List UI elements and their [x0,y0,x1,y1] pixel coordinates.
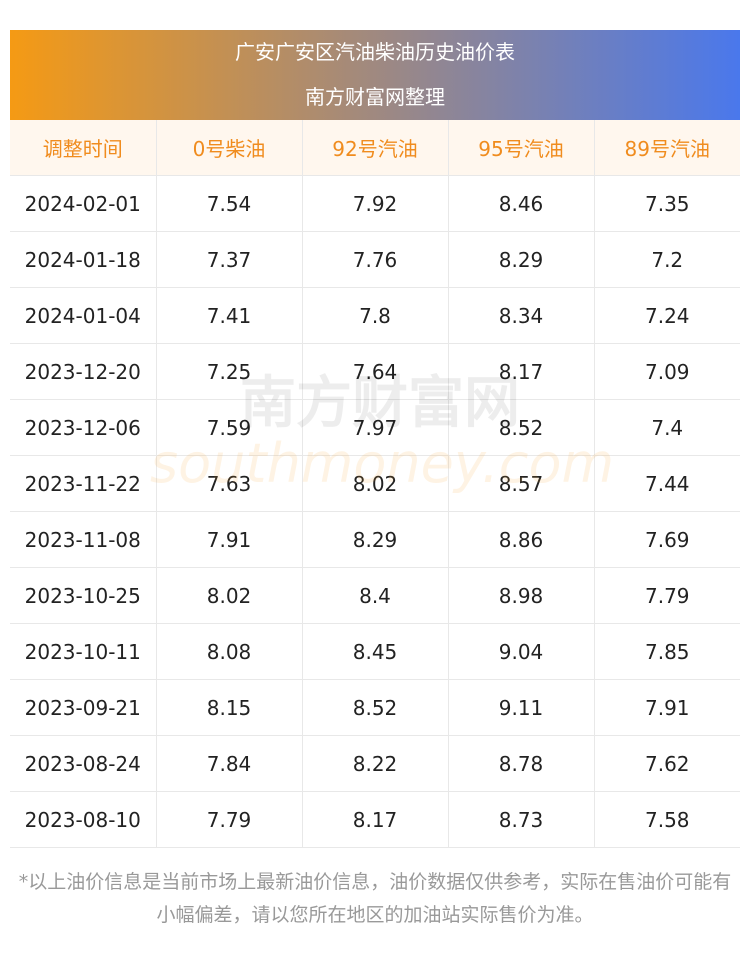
table-row: 2023-11-22 7.63 8.02 8.57 7.44 [10,455,740,512]
date-cell: 2023-09-21 [10,679,157,736]
price-cell: 7.8 [302,287,449,344]
date-cell: 2023-08-24 [10,735,157,792]
price-cell: 8.52 [302,679,449,736]
header-row: 调整时间 0号柴油 92号汽油 95号汽油 89号汽油 [10,120,740,176]
price-cell: 7.58 [594,791,740,848]
price-cell: 7.63 [156,455,303,512]
price-cell: 9.11 [448,679,595,736]
subtitle: 南方财富网整理 [305,85,445,109]
price-cell: 7.4 [594,399,740,456]
price-cell: 8.57 [448,455,595,512]
price-cell: 8.45 [302,623,449,680]
price-cell: 8.08 [156,623,303,680]
date-cell: 2023-12-20 [10,343,157,400]
date-cell: 2023-11-08 [10,511,157,568]
date-cell: 2023-10-11 [10,623,157,680]
price-cell: 7.35 [594,175,740,232]
table-row: 2023-11-08 7.91 8.29 8.86 7.69 [10,511,740,568]
price-cell: 7.92 [302,175,449,232]
price-cell: 7.76 [302,231,449,288]
column-header: 调整时间 [10,120,157,176]
price-cell: 7.59 [156,399,303,456]
date-cell: 2024-01-04 [10,287,157,344]
table-row: 2023-08-24 7.84 8.22 8.78 7.62 [10,735,740,792]
date-cell: 2023-10-25 [10,567,157,624]
price-cell: 7.44 [594,455,740,512]
price-cell: 9.04 [448,623,595,680]
price-cell: 7.69 [594,511,740,568]
price-cell: 7.62 [594,735,740,792]
table-row: 2023-12-20 7.25 7.64 8.17 7.09 [10,343,740,400]
column-header: 95号汽油 [448,120,595,176]
price-cell: 8.22 [302,735,449,792]
price-cell: 8.29 [302,511,449,568]
price-cell: 8.29 [448,231,595,288]
price-cell: 7.84 [156,735,303,792]
table-row: 2023-12-06 7.59 7.97 8.52 7.4 [10,399,740,456]
price-cell: 7.91 [156,511,303,568]
price-cell: 8.34 [448,287,595,344]
date-cell: 2024-01-18 [10,231,157,288]
price-cell: 8.17 [302,791,449,848]
price-cell: 7.79 [594,567,740,624]
price-cell: 7.85 [594,623,740,680]
price-cell: 8.02 [302,455,449,512]
table-row: 2023-10-25 8.02 8.4 8.98 7.79 [10,567,740,624]
price-cell: 8.17 [448,343,595,400]
date-cell: 2024-02-01 [10,175,157,232]
price-cell: 8.98 [448,567,595,624]
price-cell: 7.79 [156,791,303,848]
date-cell: 2023-12-06 [10,399,157,456]
price-table: 调整时间 0号柴油 92号汽油 95号汽油 89号汽油 2024-02-01 7.54 7.9… [10,120,740,848]
column-header: 92号汽油 [302,120,449,176]
price-cell: 8.86 [448,511,595,568]
price-cell: 7.2 [594,231,740,288]
date-cell: 2023-11-22 [10,455,157,512]
price-cell: 7.25 [156,343,303,400]
column-header: 0号柴油 [156,120,303,176]
table-row: 2023-08-10 7.79 8.17 8.73 7.58 [10,791,740,848]
footnote: *以上油价信息是当前市场上最新油价信息，油价数据仅供参考，实际在售油价可能有小幅… [18,871,732,926]
price-cell: 8.4 [302,567,449,624]
price-cell: 7.64 [302,343,449,400]
price-cell: 7.91 [594,679,740,736]
date-cell: 2023-08-10 [10,791,157,848]
table-row: 2023-10-11 8.08 8.45 9.04 7.85 [10,623,740,680]
table-row: 2024-01-18 7.37 7.76 8.29 7.2 [10,231,740,288]
price-cell: 7.97 [302,399,449,456]
header: 广安广安区汽油柴油历史油价表 南方财富网整理 [10,30,740,120]
price-cell: 8.02 [156,567,303,624]
price-cell: 7.41 [156,287,303,344]
price-cell: 7.54 [156,175,303,232]
price-cell: 8.15 [156,679,303,736]
price-cell: 7.24 [594,287,740,344]
price-cell: 7.37 [156,231,303,288]
title: 广安广安区汽油柴油历史油价表 [235,40,515,64]
price-cell: 8.46 [448,175,595,232]
price-cell: 8.52 [448,399,595,456]
table-row: 2023-09-21 8.15 8.52 9.11 7.91 [10,679,740,736]
table-row: 2024-02-01 7.54 7.92 8.46 7.35 [10,175,740,232]
price-cell: 8.78 [448,735,595,792]
price-cell: 8.73 [448,791,595,848]
price-cell: 7.09 [594,343,740,400]
column-header: 89号汽油 [594,120,740,176]
table-row: 2024-01-04 7.41 7.8 8.34 7.24 [10,287,740,344]
